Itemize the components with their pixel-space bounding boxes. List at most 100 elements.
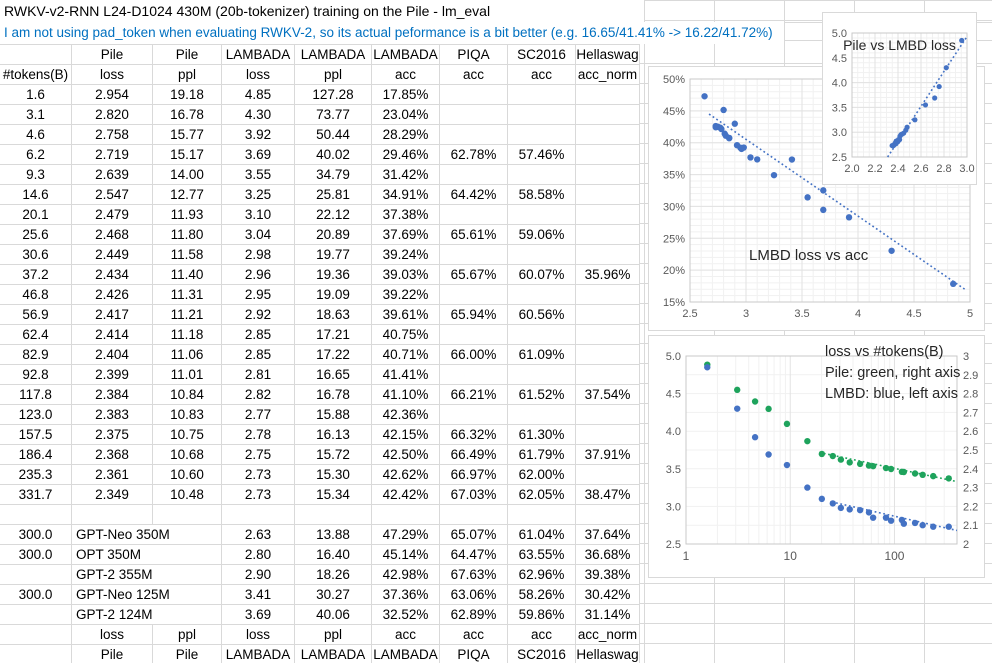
table-cell[interactable]: [440, 105, 508, 125]
column-header-dataset[interactable]: Pile: [72, 45, 153, 65]
model-tokens-cell[interactable]: [0, 605, 72, 625]
footer-dataset-cell[interactable]: Pile: [72, 645, 153, 663]
table-cell[interactable]: 50.44: [295, 125, 372, 145]
table-cell[interactable]: 2.417: [72, 305, 153, 325]
table-cell[interactable]: 2.85: [222, 325, 295, 345]
table-cell[interactable]: 66.97%: [440, 465, 508, 485]
table-cell[interactable]: 25.6: [0, 225, 72, 245]
model-name-cell[interactable]: GPT-2 355M: [72, 565, 222, 585]
table-cell[interactable]: [576, 145, 640, 165]
table-cell[interactable]: [508, 365, 576, 385]
table-cell[interactable]: 2.96: [222, 265, 295, 285]
table-cell[interactable]: 2.73: [222, 485, 295, 505]
model-value-cell[interactable]: 30.42%: [576, 585, 640, 605]
empty-cell[interactable]: [72, 505, 153, 525]
model-value-cell[interactable]: 16.40: [295, 545, 372, 565]
column-header-dataset[interactable]: LAMBADA: [222, 45, 295, 65]
empty-cell[interactable]: [153, 505, 222, 525]
table-cell[interactable]: 123.0: [0, 405, 72, 425]
model-value-cell[interactable]: 18.26: [295, 565, 372, 585]
table-cell[interactable]: [576, 245, 640, 265]
model-tokens-cell[interactable]: 300.0: [0, 585, 72, 605]
table-cell[interactable]: 15.17: [153, 145, 222, 165]
model-value-cell[interactable]: 45.14%: [372, 545, 440, 565]
column-header-dataset[interactable]: PIQA: [440, 45, 508, 65]
table-cell[interactable]: 37.54%: [576, 385, 640, 405]
table-cell[interactable]: 34.79: [295, 165, 372, 185]
table-cell[interactable]: 3.10: [222, 205, 295, 225]
table-cell[interactable]: 11.58: [153, 245, 222, 265]
table-cell[interactable]: 14.6: [0, 185, 72, 205]
table-cell[interactable]: 30.6: [0, 245, 72, 265]
column-header-metric[interactable]: loss: [72, 65, 153, 85]
column-header-metric[interactable]: acc: [440, 65, 508, 85]
table-cell[interactable]: 37.38%: [372, 205, 440, 225]
table-cell[interactable]: 66.49%: [440, 445, 508, 465]
model-value-cell[interactable]: 63.06%: [440, 585, 508, 605]
table-cell[interactable]: 3.92: [222, 125, 295, 145]
table-cell[interactable]: 2.468: [72, 225, 153, 245]
table-cell[interactable]: 2.92: [222, 305, 295, 325]
model-value-cell[interactable]: 40.06: [295, 605, 372, 625]
empty-cell[interactable]: [222, 505, 295, 525]
table-cell[interactable]: 2.375: [72, 425, 153, 445]
table-cell[interactable]: 65.61%: [440, 225, 508, 245]
footer-dataset-cell[interactable]: SC2016: [508, 645, 576, 663]
table-cell[interactable]: 3.25: [222, 185, 295, 205]
table-cell[interactable]: 16.78: [295, 385, 372, 405]
table-cell[interactable]: [440, 325, 508, 345]
table-cell[interactable]: 61.30%: [508, 425, 576, 445]
table-cell[interactable]: 2.85: [222, 345, 295, 365]
table-cell[interactable]: [440, 125, 508, 145]
table-cell[interactable]: [508, 85, 576, 105]
table-cell[interactable]: 10.83: [153, 405, 222, 425]
table-cell[interactable]: 34.91%: [372, 185, 440, 205]
column-header-metric[interactable]: loss: [222, 65, 295, 85]
footer-metric-cell[interactable]: loss: [72, 625, 153, 645]
empty-cell[interactable]: [440, 505, 508, 525]
footer-dataset-cell[interactable]: Pile: [153, 645, 222, 663]
model-value-cell[interactable]: 62.96%: [508, 565, 576, 585]
footer-metric-cell[interactable]: acc: [440, 625, 508, 645]
table-cell[interactable]: 186.4: [0, 445, 72, 465]
table-cell[interactable]: 2.349: [72, 485, 153, 505]
model-value-cell[interactable]: 47.29%: [372, 525, 440, 545]
column-header-metric[interactable]: acc_norm: [576, 65, 640, 85]
table-cell[interactable]: 18.63: [295, 305, 372, 325]
model-value-cell[interactable]: 13.88: [295, 525, 372, 545]
column-header-dataset[interactable]: LAMBADA: [372, 45, 440, 65]
table-cell[interactable]: 11.93: [153, 205, 222, 225]
table-cell[interactable]: 2.384: [72, 385, 153, 405]
table-cell[interactable]: 92.8: [0, 365, 72, 385]
model-value-cell[interactable]: 62.89%: [440, 605, 508, 625]
table-cell[interactable]: 35.96%: [576, 265, 640, 285]
empty-cell[interactable]: [508, 505, 576, 525]
table-cell[interactable]: 157.5: [0, 425, 72, 445]
table-cell[interactable]: 11.40: [153, 265, 222, 285]
table-cell[interactable]: 61.09%: [508, 345, 576, 365]
table-cell[interactable]: 17.22: [295, 345, 372, 365]
table-cell[interactable]: 19.18: [153, 85, 222, 105]
model-value-cell[interactable]: 3.41: [222, 585, 295, 605]
table-cell[interactable]: 14.00: [153, 165, 222, 185]
footer-dataset-cell[interactable]: Hellaswag: [576, 645, 640, 663]
table-cell[interactable]: [576, 125, 640, 145]
table-cell[interactable]: 60.56%: [508, 305, 576, 325]
table-cell[interactable]: 11.80: [153, 225, 222, 245]
table-cell[interactable]: 56.9: [0, 305, 72, 325]
table-cell[interactable]: 66.00%: [440, 345, 508, 365]
table-cell[interactable]: 16.78: [153, 105, 222, 125]
table-cell[interactable]: 57.46%: [508, 145, 576, 165]
table-cell[interactable]: 17.21: [295, 325, 372, 345]
model-value-cell[interactable]: 32.52%: [372, 605, 440, 625]
column-header-dataset[interactable]: SC2016: [508, 45, 576, 65]
model-value-cell[interactable]: 64.47%: [440, 545, 508, 565]
table-cell[interactable]: [576, 345, 640, 365]
table-cell[interactable]: 20.1: [0, 205, 72, 225]
model-name-cell[interactable]: GPT-Neo 350M: [72, 525, 222, 545]
table-cell[interactable]: 41.41%: [372, 365, 440, 385]
table-cell[interactable]: 2.399: [72, 365, 153, 385]
table-cell[interactable]: 2.820: [72, 105, 153, 125]
table-cell[interactable]: 2.95: [222, 285, 295, 305]
chart-loss-vs-tokens[interactable]: 1 10 100 2.5 3.0 3.5 4.0 4.5 5.0 2 2.1 2.2 2.3 2.4 2.5…: [648, 335, 985, 578]
